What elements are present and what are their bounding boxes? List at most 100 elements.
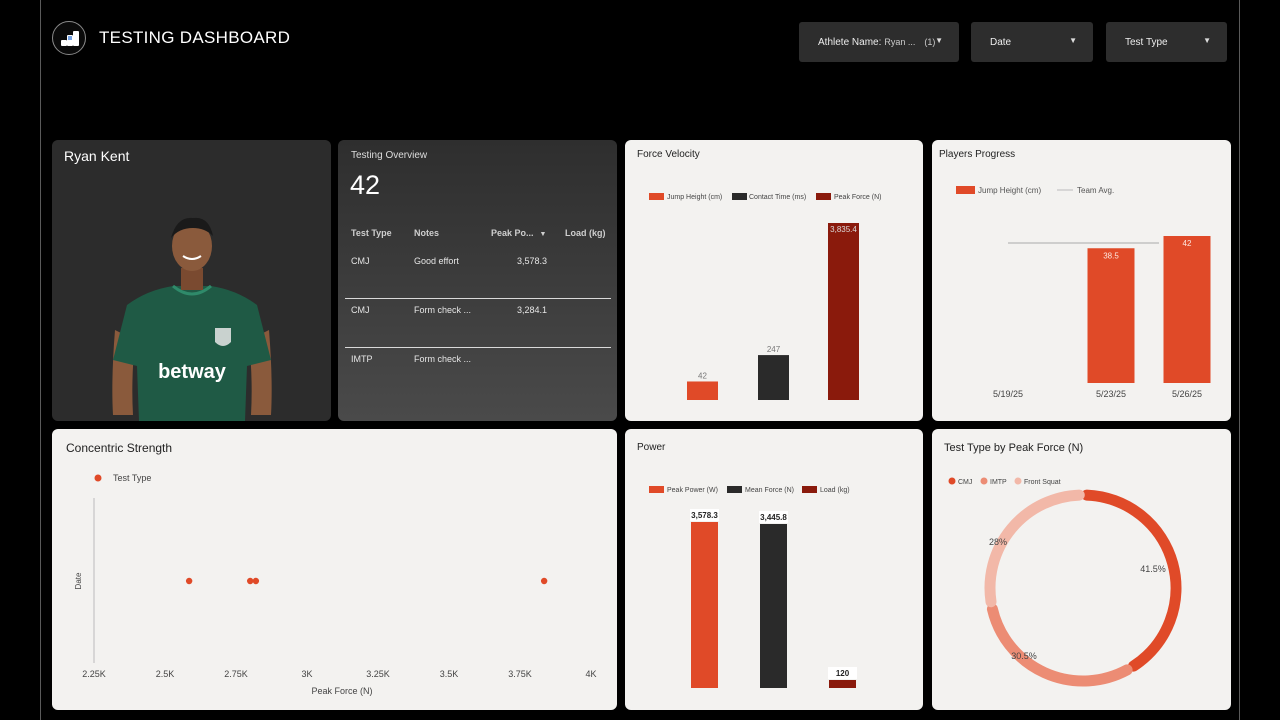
row-divider [345,298,611,299]
column-header-notes[interactable]: Notes [414,228,440,238]
column-header-peak-power-label: Peak Po... [491,228,534,238]
dashboard-frame [40,0,1240,720]
legend-swatch [649,193,664,200]
date-filter[interactable]: Date ▼ [971,22,1093,62]
players-progress-chart: Jump Height (cm) Team Avg. 5/19/25 5/23/2… [956,186,1211,399]
concentric-strength-chart: Test Type Date Peak Force (N) 2.25K 2.5K 2… [74,473,597,696]
donut-slice[interactable] [986,603,1133,687]
legend-swatch [727,486,742,493]
data-label: 120 [836,669,850,678]
legend-swatch [732,193,747,200]
x-tick-label: 4K [585,669,596,679]
legend-marker [980,477,988,485]
x-tick-label: 3.75K [508,669,532,679]
chevron-down-icon: ▼ [1203,36,1211,45]
test-type-filter-label: Test Type [1125,36,1168,48]
cell-test-type: IMTP [351,354,373,364]
scatter-point[interactable] [247,577,254,585]
chart-legend: CMJ IMTP Front Squat [948,477,1061,486]
concentric-strength-card: Concentric Strength Test Type Date Peak … [52,429,617,710]
legend-swatch [816,193,831,200]
legend-label: Contact Time (ms) [749,194,806,201]
bar[interactable] [691,522,718,688]
legend-swatch [956,186,975,194]
slice-label: 28% [989,537,1007,547]
data-label: 3,445.8 [760,513,787,522]
legend-label: Test Type [113,473,151,483]
force-velocity-card: Force Velocity Jump Height (cm) Contact … [625,140,923,421]
bar[interactable] [760,524,787,688]
data-label: 38.5 [1103,251,1119,260]
legend-label: Peak Force (N) [834,194,881,201]
athlete-filter-count: (1) [924,37,936,47]
chart-title: Test Type by Peak Force (N) [944,442,1084,454]
overview-title: Testing Overview [351,150,428,161]
legend-label: IMTP [990,479,1007,486]
chart-legend: Peak Power (W) Mean Force (N) Load (kg) [649,486,850,494]
bar[interactable] [828,223,859,400]
cell-notes: Good effort [414,256,459,266]
date-filter-label: Date [990,36,1012,48]
legend-label: Front Squat [1024,479,1061,486]
power-card: Power Peak Power (W) Mean Force (N) Load… [625,429,923,710]
athlete-filter-value: Ryan ... [884,37,916,47]
cell-test-type: CMJ [351,256,370,266]
legend-label: Jump Height (cm) [667,194,722,201]
app-logo-icon[interactable] [52,21,86,55]
force-velocity-chart: Jump Height (cm) Contact Time (ms) Peak … [649,193,881,400]
column-header-peak-power[interactable]: Peak Po... ▼ [491,228,546,238]
bar[interactable] [1087,248,1135,383]
test-type-filter[interactable]: Test Type ▼ [1106,22,1227,62]
x-tick-label: 2.75K [224,669,248,679]
data-label: 247 [767,345,781,354]
slice-label: 30.5% [1011,651,1037,661]
cell-test-type: CMJ [351,305,370,315]
data-label: 3,578.3 [691,511,718,520]
cell-peak-power: 3,578.3 [517,256,548,266]
cell-notes: Form check ... [414,354,472,364]
athlete-filter-label: Athlete Name: [818,36,882,48]
scatter-point[interactable] [540,577,548,585]
legend-label: Peak Power (W) [667,487,718,494]
column-header-load[interactable]: Load (kg) [565,228,606,238]
athlete-name-filter[interactable]: Athlete Name: Ryan ... (1) ▼ [799,22,959,62]
data-label: 42 [1183,239,1192,248]
sort-caret-icon: ▼ [539,231,547,238]
y-axis-label: Date [74,572,83,589]
cell-peak-power: 3,284.1 [517,305,548,315]
legend-label: Mean Force (N) [745,487,794,494]
bar[interactable] [758,355,789,400]
legend-marker [1014,477,1022,485]
x-tick-label: 3.25K [366,669,390,679]
legend-swatch [802,486,817,493]
scatter-point[interactable] [252,577,260,585]
chevron-down-icon: ▼ [1069,36,1077,45]
chevron-down-icon: ▼ [935,36,943,45]
players-progress-card: Players Progress Jump Height (cm) Team A… [932,140,1231,421]
bar[interactable] [829,680,856,688]
bar[interactable] [1163,236,1211,383]
donut-slice[interactable] [984,489,1085,608]
slice-label: 41.5% [1140,564,1166,574]
legend-label: Jump Height (cm) [978,186,1041,195]
data-label-bg [690,509,719,521]
x-tick-label: 2.25K [82,669,106,679]
testing-overview-card: Testing Overview 42 Test Type Notes Peak… [338,140,617,421]
x-tick-label: 2.5K [156,669,175,679]
donut-slice[interactable] [1081,489,1182,672]
scatter-point[interactable] [185,577,193,585]
chart-title: Power [637,442,666,453]
column-header-test-type[interactable]: Test Type [351,228,392,238]
chart-legend: Jump Height (cm) Contact Time (ms) Peak … [649,193,881,201]
x-tick-label: 5/26/25 [1172,389,1202,399]
svg-text:betway: betway [158,361,227,383]
legend-label: Team Avg. [1077,186,1114,195]
data-label-bg [759,511,788,523]
chart-title: Force Velocity [637,149,700,160]
bar[interactable] [687,381,718,400]
chart-title: Players Progress [939,149,1016,160]
athlete-photo: betway [112,217,272,421]
x-tick-label: 3K [301,669,312,679]
legend-marker [948,477,956,485]
legend-label: Load (kg) [820,487,850,494]
